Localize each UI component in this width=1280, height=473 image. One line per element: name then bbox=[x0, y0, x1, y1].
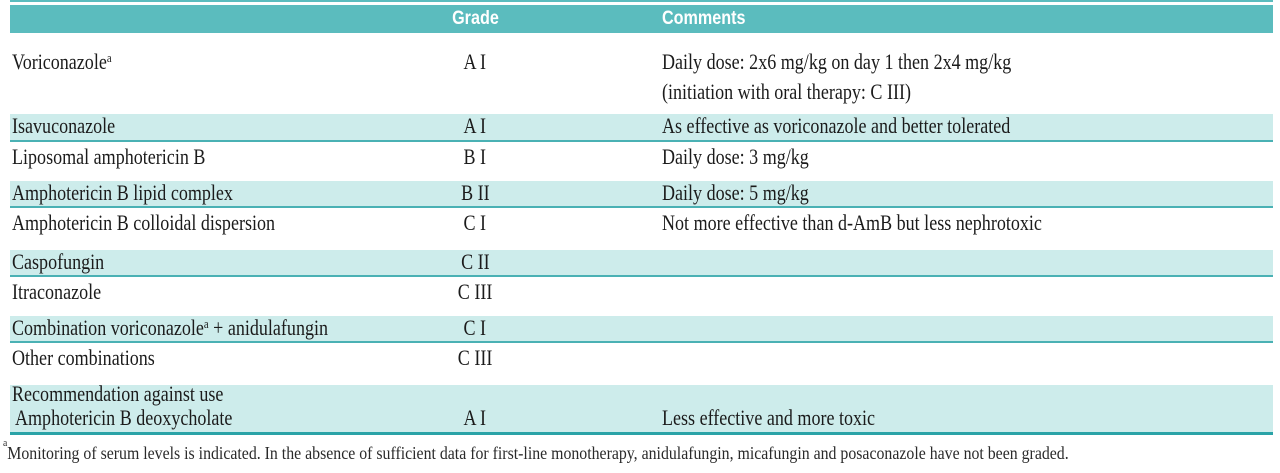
grade-cell: B II bbox=[380, 182, 570, 205]
grade-value: B I bbox=[463, 144, 487, 169]
table-row: Combination voriconazolea + anidulafungi… bbox=[10, 316, 1273, 343]
footnote-marker: a bbox=[203, 316, 209, 331]
grade-cell: B I bbox=[380, 146, 570, 169]
comment-cell bbox=[570, 347, 1273, 365]
drug-name: Isavuconazole bbox=[12, 113, 116, 138]
table-row: Amphotericin B colloidal dispersion C I … bbox=[10, 208, 1273, 250]
drug-name: Itraconazole bbox=[12, 279, 102, 304]
comment-cell: As effective as voriconazole and better … bbox=[570, 115, 1273, 138]
grade-cell: A I bbox=[380, 406, 570, 430]
table-row: Itraconazole C III bbox=[10, 277, 1273, 316]
table-header-row: Grade Comments bbox=[10, 5, 1273, 33]
header-cell-grade: Grade bbox=[380, 9, 570, 29]
row-group-label: Recommendation against use bbox=[12, 381, 224, 406]
table-row: Isavuconazole A I As effective as vorico… bbox=[10, 114, 1273, 142]
comment-cell: Daily dose: 2x6 mg/kg on day 1 then 2x4 … bbox=[570, 47, 1273, 107]
drug-name: Amphotericin B deoxycholate bbox=[15, 405, 233, 430]
footnote-marker: a bbox=[106, 50, 112, 65]
comments-column-header: Comments bbox=[662, 8, 746, 29]
drug-name: Amphotericin B lipid complex bbox=[12, 180, 233, 205]
table-row: Voriconazolea A I Daily dose: 2x6 mg/kg … bbox=[10, 33, 1273, 114]
drug-name: Other combinations bbox=[12, 345, 155, 370]
grade-cell: C I bbox=[380, 212, 570, 235]
drug-name: Voriconazolea bbox=[12, 49, 112, 74]
drug-name-cell: Caspofungin bbox=[10, 251, 380, 274]
comment-cell bbox=[570, 251, 1273, 269]
drug-name-cell: Itraconazole bbox=[10, 281, 380, 304]
comment-line: Daily dose: 2x6 mg/kg on day 1 then 2x4 … bbox=[662, 49, 1012, 74]
comment-line: Daily dose: 5 mg/kg bbox=[662, 180, 809, 205]
grade-value: C III bbox=[457, 345, 493, 370]
comment-cell bbox=[570, 317, 1273, 335]
comment-cell bbox=[570, 281, 1273, 299]
comment-cell: Less effective and more toxic bbox=[570, 406, 1273, 430]
header-cell-comments: Comments bbox=[570, 9, 1273, 29]
drug-name-cell: Combination voriconazolea + anidulafungi… bbox=[10, 317, 380, 340]
drug-name: Liposomal amphotericin B bbox=[12, 144, 206, 169]
comment-line: Not more effective than d-AmB but less n… bbox=[662, 210, 1042, 235]
table-footnote: aMonitoring of serum levels is indicated… bbox=[3, 437, 1273, 464]
footnote-marker: a bbox=[3, 437, 8, 449]
grade-value: C I bbox=[463, 210, 487, 235]
drug-name-cell: Liposomal amphotericin B bbox=[10, 146, 380, 169]
comment-line: As effective as voriconazole and better … bbox=[662, 113, 1011, 138]
comment-cell: Daily dose: 3 mg/kg bbox=[570, 146, 1273, 169]
drug-name: Caspofungin bbox=[12, 249, 105, 274]
grade-value: A I bbox=[463, 49, 487, 74]
table-row: Recommendation against use Amphotericin … bbox=[10, 382, 1273, 435]
grade-value: C I bbox=[463, 315, 487, 340]
comment-cell: Daily dose: 5 mg/kg bbox=[570, 182, 1273, 205]
drug-name: Combination voriconazolea + anidulafungi… bbox=[12, 315, 329, 340]
drug-name-cell: Amphotericin B lipid complex bbox=[10, 182, 380, 205]
comment-line: Less effective and more toxic bbox=[662, 405, 876, 430]
drug-name-cell: Isavuconazole bbox=[10, 115, 380, 138]
grade-value: A I bbox=[463, 113, 487, 138]
table-row: Other combinations C III bbox=[10, 343, 1273, 385]
comment-line: (initiation with oral therapy: C III) bbox=[662, 79, 911, 104]
footnote-text: aMonitoring of serum levels is indicated… bbox=[3, 437, 1069, 464]
grade-value: A I bbox=[463, 405, 487, 430]
grade-value: B II bbox=[460, 180, 490, 205]
drug-name-cell: Other combinations bbox=[10, 347, 380, 370]
drug-name-cell: Recommendation against use Amphotericin … bbox=[10, 382, 380, 430]
table-row: Caspofungin C II bbox=[10, 250, 1273, 277]
grade-cell: C III bbox=[380, 347, 570, 370]
table-row: Amphotericin B lipid complex B II Daily … bbox=[10, 181, 1273, 208]
grade-cell: C II bbox=[380, 251, 570, 274]
grade-cell: C III bbox=[380, 281, 570, 304]
grade-value: C II bbox=[460, 249, 490, 274]
comment-line: Daily dose: 3 mg/kg bbox=[662, 144, 809, 169]
drug-name: Amphotericin B colloidal dispersion bbox=[12, 210, 276, 235]
grade-cell: A I bbox=[380, 47, 570, 77]
grade-cell: A I bbox=[380, 115, 570, 138]
table-row: Liposomal amphotericin B B I Daily dose:… bbox=[10, 142, 1273, 181]
top-rule bbox=[10, 0, 1273, 2]
drug-name-cell: Voriconazolea bbox=[10, 47, 380, 77]
drug-name-cell: Amphotericin B colloidal dispersion bbox=[10, 212, 380, 235]
comment-cell: Not more effective than d-AmB but less n… bbox=[570, 212, 1273, 235]
grade-cell: C I bbox=[380, 317, 570, 340]
grade-value: C III bbox=[457, 279, 493, 304]
grade-column-header: Grade bbox=[451, 8, 499, 29]
